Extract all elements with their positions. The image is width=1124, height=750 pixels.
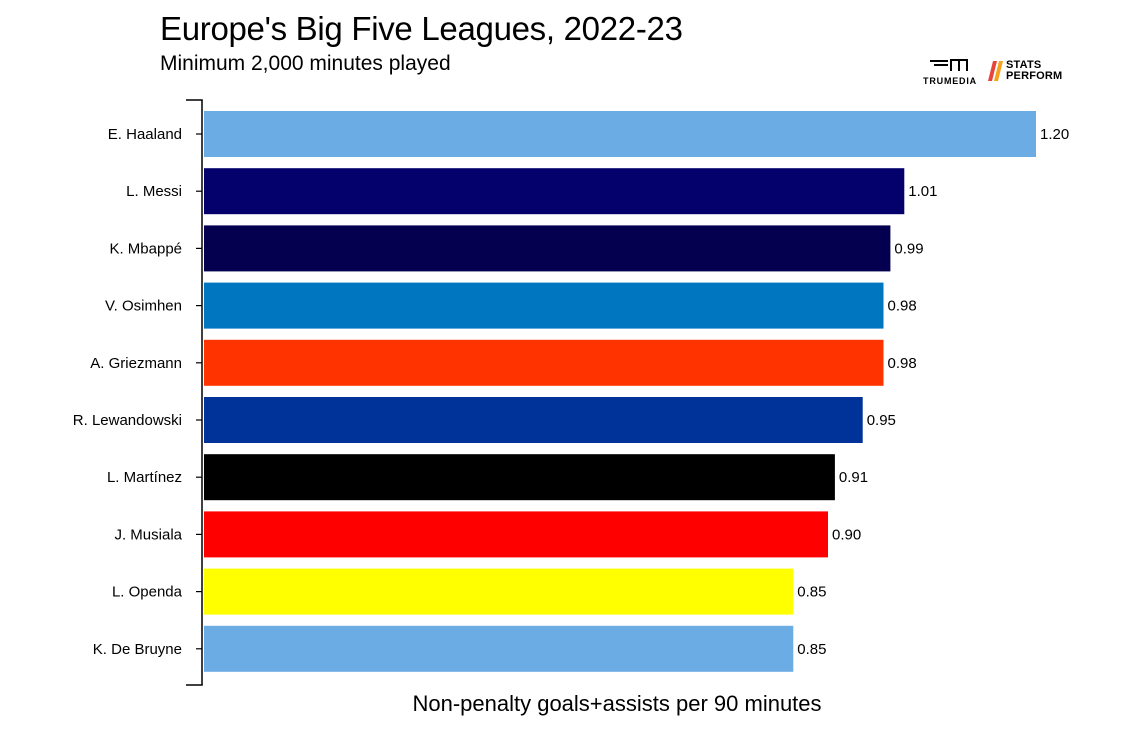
bar-value-label: 0.98 xyxy=(888,298,917,315)
y-tick-label: V. Osimhen xyxy=(105,298,182,315)
stats-perform-line2: PERFORM xyxy=(1006,70,1063,82)
bar-value-label: 0.95 xyxy=(867,412,896,429)
y-tick-label: A. Griezmann xyxy=(90,355,182,372)
y-tick-label: K. Mbappé xyxy=(109,240,182,257)
bar-value-label: 0.85 xyxy=(797,641,826,658)
bar xyxy=(204,339,884,386)
x-axis-label: Non-penalty goals+assists per 90 minutes xyxy=(412,691,822,716)
bar-group: 1.20 1.01 0.99 0.98 0.98 0.95 0.91 0.90 0.85 0.85 xyxy=(204,111,1069,672)
bar-value-label: 0.90 xyxy=(832,526,861,543)
bar-value-label: 0.85 xyxy=(797,584,826,601)
stats-perform-slash-icon xyxy=(988,61,1003,81)
trumedia-mark-icon xyxy=(930,58,970,72)
bar xyxy=(204,397,863,443)
bar-value-label: 0.98 xyxy=(888,355,917,372)
y-tick-label: E. Haaland xyxy=(108,126,182,143)
y-tick-label: K. De Bruyne xyxy=(93,641,182,658)
stats-perform-line1: STATS xyxy=(1006,59,1042,71)
trumedia-logo-text: TRUMEDIA xyxy=(923,76,977,86)
bar-value-label: 1.20 xyxy=(1040,126,1069,143)
bar xyxy=(204,511,828,558)
chart-subtitle: Minimum 2,000 minutes played xyxy=(160,52,451,75)
chart-title: Europe's Big Five Leagues, 2022-23 xyxy=(160,10,683,47)
bar-value-label: 0.99 xyxy=(894,240,923,257)
y-tick-label: J. Musiala xyxy=(114,526,182,543)
y-tick-label: L. Messi xyxy=(126,183,182,200)
bar xyxy=(204,225,891,272)
bar xyxy=(204,168,905,215)
y-tick-label: R. Lewandowski xyxy=(73,412,182,429)
bar-value-label: 1.01 xyxy=(908,183,937,200)
y-tick-label: L. Openda xyxy=(112,584,183,601)
bar xyxy=(204,282,884,329)
y-axis: E. Haaland L. Messi K. Mbappé V. Osimhen A. … xyxy=(73,99,203,686)
bar xyxy=(204,111,1036,157)
bar xyxy=(204,625,794,672)
trumedia-logo: TRUMEDIA xyxy=(920,58,980,87)
y-tick-label: L. Martínez xyxy=(107,469,182,486)
bar xyxy=(204,454,835,501)
bar-value-label: 0.91 xyxy=(839,469,868,486)
bar xyxy=(204,568,794,615)
stats-perform-logo-text: STATS PERFORM xyxy=(1006,60,1062,82)
